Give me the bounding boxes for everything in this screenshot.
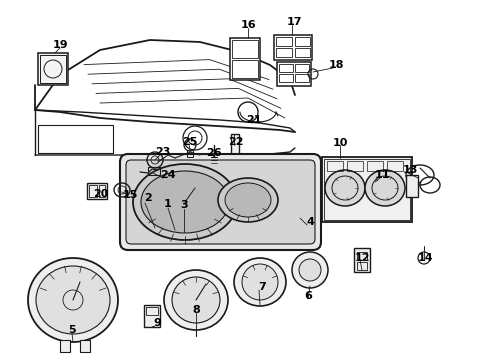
Bar [295,64,309,72]
Bar [87,183,107,199]
Ellipse shape [325,170,365,206]
Bar [276,37,292,46]
Bar [295,37,310,46]
Bar [99,185,105,197]
Text: 6: 6 [304,291,312,301]
Text: 19: 19 [52,40,68,50]
Text: 1: 1 [164,199,172,209]
Text: 5: 5 [68,325,76,335]
Text: 14: 14 [417,253,433,263]
Text: 24: 24 [160,170,176,180]
Text: 26: 26 [206,148,222,158]
Text: 21: 21 [246,115,262,125]
Ellipse shape [172,277,220,323]
Bar [146,307,158,315]
Text: 3: 3 [180,200,188,210]
Bar [274,35,312,60]
Bar [232,60,258,78]
Bar [279,64,293,72]
Bar [276,48,292,57]
Bar [80,340,90,352]
FancyBboxPatch shape [126,160,315,244]
Text: 2: 2 [144,193,152,203]
Text: 25: 25 [182,137,197,147]
Bar [279,74,293,82]
Bar [327,161,343,171]
Bar [357,262,367,270]
Bar [354,248,370,272]
Text: 18: 18 [328,60,344,70]
Text: 13: 13 [402,165,417,175]
Bar [347,161,363,171]
Ellipse shape [225,183,271,217]
Bar [187,150,193,157]
Text: 15: 15 [122,190,138,200]
Bar [230,38,260,80]
Ellipse shape [28,258,118,342]
Bar [60,340,70,352]
Text: 23: 23 [155,147,171,157]
Bar [40,55,66,83]
Text: 17: 17 [286,17,302,27]
Text: 12: 12 [354,253,370,263]
Text: 4: 4 [306,217,314,227]
Bar [232,40,258,58]
Bar [367,161,383,171]
Bar [277,62,311,86]
Text: 16: 16 [240,20,256,30]
Bar [322,157,412,222]
Bar [38,53,68,85]
Ellipse shape [36,266,110,334]
FancyBboxPatch shape [120,154,321,250]
Ellipse shape [234,258,286,306]
Bar [324,159,410,220]
Bar [295,48,310,57]
Bar [38,125,113,153]
Text: 20: 20 [93,189,109,199]
Ellipse shape [164,270,228,330]
Bar [406,175,418,197]
Ellipse shape [242,264,278,300]
Ellipse shape [218,178,278,222]
Bar [231,134,239,156]
Text: 9: 9 [153,318,161,328]
Bar [89,185,97,197]
Bar [295,74,309,82]
Text: 10: 10 [332,138,348,148]
Text: 22: 22 [228,137,244,147]
Bar [387,161,403,171]
Ellipse shape [133,164,237,240]
Bar [357,252,367,260]
Bar [148,167,160,175]
Text: 11: 11 [374,170,390,180]
Bar [144,305,160,327]
Ellipse shape [292,252,328,288]
Ellipse shape [365,170,405,206]
Ellipse shape [299,259,321,281]
Text: 7: 7 [258,282,266,292]
Text: 8: 8 [192,305,200,315]
Ellipse shape [141,171,229,233]
